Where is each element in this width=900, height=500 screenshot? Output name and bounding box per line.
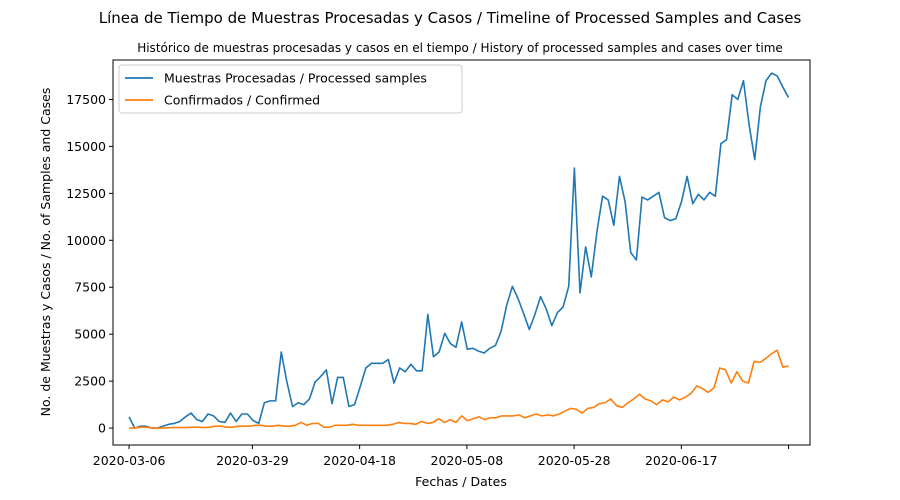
y-tick-label: 0 <box>98 421 106 436</box>
legend-label-1: Confirmados / Confirmed <box>164 93 320 108</box>
y-tick-label: 17500 <box>66 92 106 107</box>
chart-subtitle: Histórico de muestras procesadas y casos… <box>137 41 783 55</box>
chart-title: Línea de Tiempo de Muestras Procesadas y… <box>99 9 802 27</box>
y-tick-label: 12500 <box>66 186 106 201</box>
x-tick-label: 2020-03-06 <box>93 453 166 468</box>
x-axis-label: Fechas / Dates <box>415 474 507 489</box>
series-lines <box>128 72 790 429</box>
x-tick-label: 2020-05-28 <box>538 453 611 468</box>
x-tick-label: 2020-06-17 <box>645 453 718 468</box>
y-tick-label: 2500 <box>74 374 106 389</box>
x-tick-label: 2020-03-29 <box>216 453 289 468</box>
x-tick-label: 2020-05-08 <box>431 453 504 468</box>
x-tick-label: 2020-04-18 <box>323 453 396 468</box>
legend-label-0: Muestras Procesadas / Processed samples <box>164 71 427 86</box>
y-tick-label: 15000 <box>66 139 106 154</box>
y-tick-label: 5000 <box>74 327 106 342</box>
x-axis: 2020-03-06 2020-03-29 2020-04-18 2020-05-08… <box>93 445 790 468</box>
y-tick-label: 7500 <box>74 280 106 295</box>
plot-area: 0 2500 5000 7500 10000 12500 15000 17500 2020-0… <box>66 59 811 468</box>
y-tick-label: 10000 <box>66 233 106 248</box>
legend-box <box>118 64 463 114</box>
legend[interactable]: Muestras Procesadas / Processed samples C… <box>118 64 463 114</box>
y-axis: 0 2500 5000 7500 10000 12500 15000 17500 <box>66 92 113 436</box>
plot-frame <box>112 59 811 446</box>
y-axis-label: No. de Muestras y Casos / No. of Samples… <box>38 88 53 417</box>
series-line-1 <box>129 349 789 429</box>
series-line-0 <box>128 72 790 429</box>
